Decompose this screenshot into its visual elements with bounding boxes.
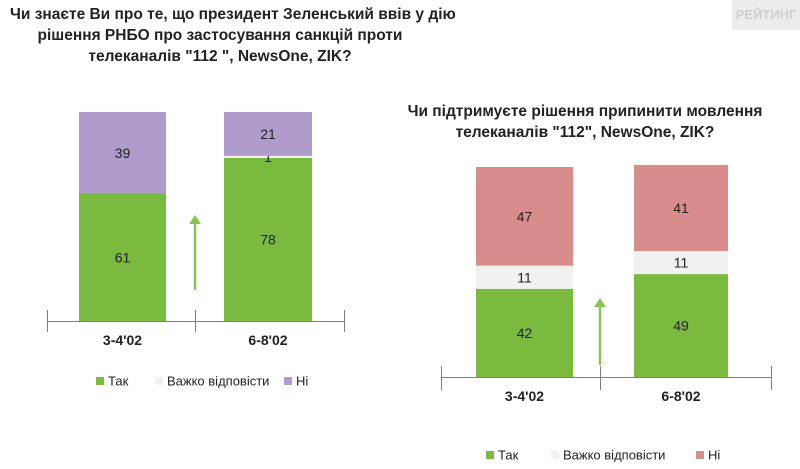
chart-1-legend-swatch-hard bbox=[155, 377, 163, 385]
chart-1-bar-hard-segment bbox=[224, 155, 312, 158]
chart-2-legend-swatch-no bbox=[696, 451, 704, 459]
chart-1-bar-hard-label: 1 bbox=[264, 149, 272, 165]
chart-1-legend-label-no: Ні bbox=[296, 374, 308, 389]
chart-2-title-line: телеканалів "112", NewsOne, ZIK? bbox=[455, 124, 715, 141]
chart-1-title-line: телеканалів "112 ", NewsOne, ZIK? bbox=[88, 48, 352, 65]
chart-2-bar-hard-label: 11 bbox=[517, 269, 532, 285]
chart-1-legend-label-hard: Важко відповісти bbox=[167, 374, 269, 389]
chart-1-bar-yes-segment bbox=[79, 193, 166, 321]
chart-1-bar-yes-label: 78 bbox=[260, 231, 276, 247]
chart-2-bar-yes-segment bbox=[634, 274, 728, 377]
chart-2-bar-hard-label: 11 bbox=[674, 255, 689, 271]
chart-2-bar-yes-label: 49 bbox=[673, 318, 689, 334]
chart-1-legend-label-yes: Так bbox=[108, 374, 129, 389]
chart-2-legend-swatch-hard bbox=[551, 451, 559, 459]
chart-2-bar-yes-label: 42 bbox=[517, 325, 533, 341]
chart-2-title-line: Чи підтримуєте рішення припинити мовленн… bbox=[407, 103, 763, 120]
chart-2-bar-no-label: 47 bbox=[517, 208, 533, 224]
chart-1-bar-yes-label: 61 bbox=[115, 249, 131, 265]
chart-2-bar-yes-segment bbox=[476, 288, 573, 377]
rating-watermark-logo: РЕЙТИНГ bbox=[732, 0, 800, 30]
chart-1-category-label: 3-4'02 bbox=[103, 332, 142, 348]
chart-2-category-label: 6-8'02 bbox=[661, 388, 700, 404]
chart-1-bar-no-segment bbox=[224, 112, 312, 156]
chart-1-bar-no-label: 39 bbox=[115, 145, 131, 161]
chart-2-legend-label-yes: Так bbox=[498, 448, 519, 463]
chart-2-category-label: 3-4'02 bbox=[505, 388, 544, 404]
chart-2-legend-swatch-yes bbox=[486, 451, 494, 459]
chart-2-bar-hard-segment bbox=[634, 251, 728, 275]
chart-1-bar-no-label: 21 bbox=[260, 126, 276, 142]
chart-1-up-arrow-head bbox=[189, 215, 201, 224]
chart-1-title-line: рішення РНБО про застосування санкцій пр… bbox=[37, 27, 403, 44]
chart-1-bar-no-segment bbox=[79, 112, 166, 194]
chart-2-title: Чи підтримуєте рішення припинити мовленн… bbox=[390, 101, 780, 143]
chart-1-category-label: 6-8'02 bbox=[248, 332, 287, 348]
chart-2-up-arrow-head bbox=[594, 298, 606, 307]
chart-1-bar-yes-segment bbox=[224, 157, 312, 321]
chart-2-bar-no-segment bbox=[634, 164, 728, 251]
chart-1-title: Чи знаєте Ви про те, що президент Зеленс… bbox=[10, 4, 456, 67]
chart-2-bar-no-label: 41 bbox=[673, 200, 689, 216]
chart-1-title-line: Чи знаєте Ви про те, що президент Зеленс… bbox=[10, 6, 456, 23]
chart-2-legend-label-hard: Важко відповісти bbox=[563, 448, 665, 463]
chart-2-legend-label-no: Ні bbox=[708, 448, 720, 463]
chart-1-legend-swatch-yes bbox=[96, 377, 104, 385]
chart-2-bar-no-segment bbox=[476, 167, 573, 266]
chart-2-bar-hard-segment bbox=[476, 265, 573, 289]
chart-1-legend-swatch-no bbox=[284, 377, 292, 385]
